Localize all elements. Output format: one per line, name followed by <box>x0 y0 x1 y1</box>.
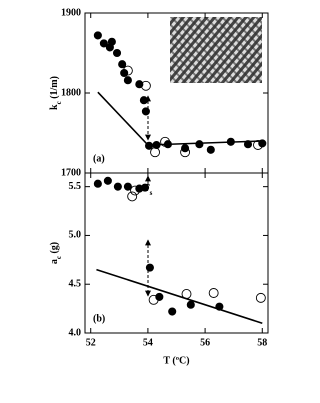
fit-line <box>96 268 263 325</box>
open-point <box>140 80 151 91</box>
filled-point <box>195 140 204 149</box>
filled-point <box>141 107 150 116</box>
filled-point <box>123 182 132 191</box>
y-tick-label: 5.0 <box>69 230 82 241</box>
y-tick-label: 1800 <box>61 87 81 98</box>
filled-point <box>243 140 253 149</box>
x-axis-label: T (ºC) <box>163 355 189 366</box>
axis-label: kc (1/m) <box>49 76 62 110</box>
x-tick-label: 56 <box>200 337 210 348</box>
filled-point <box>93 31 102 40</box>
filled-point <box>168 307 177 316</box>
label-part: a <box>49 259 60 264</box>
filled-point <box>113 182 122 191</box>
y-tick-label: 4.5 <box>69 279 82 290</box>
y-tick-label: 5.5 <box>69 181 82 192</box>
open-point <box>148 294 159 305</box>
open-point <box>180 147 191 158</box>
x-tick-label: 54 <box>143 337 153 348</box>
filled-point <box>107 37 116 46</box>
open-point <box>130 185 140 196</box>
label-part: c <box>55 101 63 104</box>
filled-point <box>112 48 122 58</box>
filled-point <box>123 76 132 85</box>
filled-point <box>93 179 102 188</box>
filled-point <box>186 300 195 309</box>
filled-point <box>155 292 164 301</box>
plot-frame <box>84 172 269 334</box>
filled-point <box>206 145 215 154</box>
filled-point <box>140 183 150 192</box>
filled-point <box>139 96 148 105</box>
open-point <box>160 136 171 147</box>
axis-label: ac (g) <box>49 242 62 264</box>
fit-line <box>97 91 263 146</box>
filled-point <box>103 176 112 185</box>
label-part: s <box>150 189 153 197</box>
inset-image <box>170 17 262 83</box>
label-part: (g) <box>49 242 60 256</box>
filled-point <box>99 39 108 48</box>
y-tick-label: 1900 <box>61 7 81 18</box>
open-point <box>127 191 138 202</box>
x-tick-label: 52 <box>86 337 96 348</box>
label-part: (1/m) <box>49 76 60 101</box>
filled-point <box>118 60 127 69</box>
panel-label: (a) <box>93 153 105 164</box>
x-tick-label: 58 <box>257 337 267 348</box>
open-point <box>208 288 219 298</box>
filled-point <box>145 263 154 272</box>
label-part: c <box>55 256 63 259</box>
filled-point <box>181 144 190 153</box>
y-tick-label: 1700 <box>61 167 81 178</box>
panel-label: (b) <box>93 313 105 324</box>
y-tick-label: 4.0 <box>69 327 82 338</box>
open-point <box>150 147 161 158</box>
label-part: k <box>49 104 60 110</box>
open-point <box>122 65 133 76</box>
open-point <box>255 292 266 303</box>
